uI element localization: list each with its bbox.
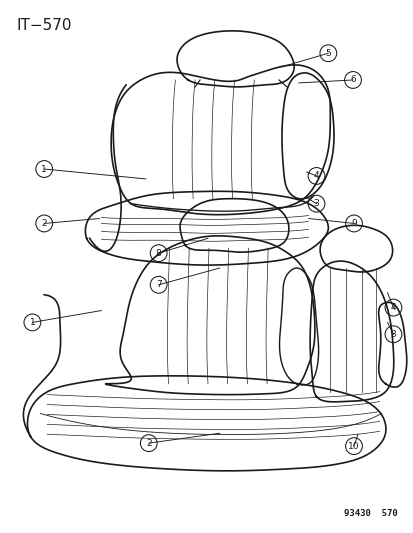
Text: 3: 3 — [389, 330, 395, 339]
Text: 7: 7 — [155, 280, 161, 289]
Text: 1: 1 — [41, 165, 47, 174]
Text: IT−570: IT−570 — [17, 18, 72, 33]
Text: 6: 6 — [349, 76, 355, 84]
Text: 4: 4 — [313, 172, 318, 181]
Text: 3: 3 — [313, 199, 318, 208]
Text: 93430  570: 93430 570 — [343, 510, 396, 519]
Text: 1: 1 — [29, 318, 35, 327]
Text: 4: 4 — [390, 303, 395, 312]
Text: 10: 10 — [347, 442, 359, 450]
Text: 9: 9 — [350, 219, 356, 228]
Text: 2: 2 — [146, 439, 151, 448]
Text: 5: 5 — [325, 49, 330, 58]
Text: 8: 8 — [155, 248, 161, 257]
Text: 2: 2 — [41, 219, 47, 228]
